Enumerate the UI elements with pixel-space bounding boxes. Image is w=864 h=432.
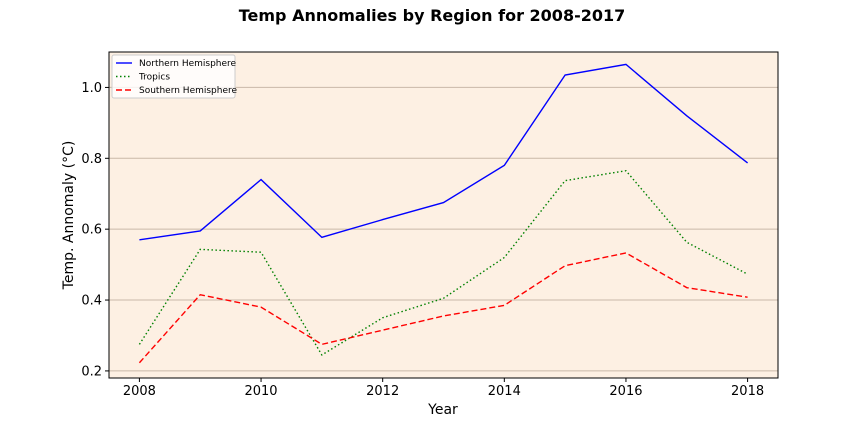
y-tick-label: 1.0 bbox=[81, 81, 102, 96]
x-tick-label: 2014 bbox=[488, 384, 521, 399]
y-axis-ticks: 0.2 0.4 0.6 0.8 1.0 bbox=[81, 81, 109, 379]
x-tick-label: 2016 bbox=[609, 384, 642, 399]
x-axis-label: Year bbox=[427, 402, 458, 418]
y-tick-label: 0.8 bbox=[81, 152, 102, 167]
legend-label: Northern Hemisphere bbox=[139, 59, 237, 69]
legend-box bbox=[111, 54, 236, 99]
x-tick-label: 2012 bbox=[366, 384, 399, 399]
y-tick-label: 0.4 bbox=[81, 294, 102, 309]
plot-frame bbox=[108, 51, 779, 379]
series-line-southern-hemisphere bbox=[138, 252, 748, 364]
legend: Northern Hemisphere Tropics Southern Hemis… bbox=[111, 54, 238, 99]
series-line-tropics bbox=[138, 169, 748, 356]
x-axis-ticks: 2008 2010 2012 2014 2016 2018 bbox=[123, 378, 764, 399]
x-tick-label: 2010 bbox=[244, 384, 277, 399]
legend-label: Southern Hemisphere bbox=[139, 86, 238, 96]
plot-area bbox=[109, 52, 778, 378]
x-tick-label: 2018 bbox=[731, 384, 764, 399]
y-tick-label: 0.2 bbox=[81, 364, 102, 379]
y-tick-label: 0.6 bbox=[81, 223, 102, 238]
series-line-northern-hemisphere bbox=[139, 63, 749, 241]
x-tick-label: 2008 bbox=[123, 384, 156, 399]
legend-label: Tropics bbox=[138, 73, 170, 83]
chart-title: Temp Annomalies by Region for 2008-2017 bbox=[239, 6, 626, 25]
y-axis-label: Temp. Annomaly (°C) bbox=[61, 141, 77, 291]
series-lines bbox=[138, 63, 749, 364]
